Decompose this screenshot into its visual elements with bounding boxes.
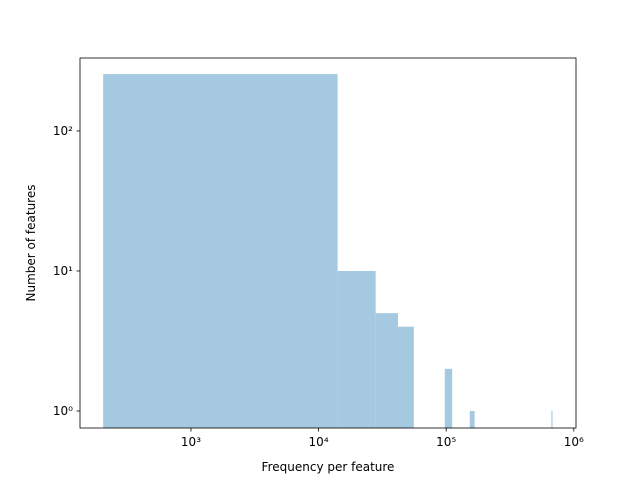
y-tick-label: 10¹	[53, 264, 73, 278]
y-tick-label: 10²	[53, 124, 73, 138]
x-tick-label: 10⁴	[309, 435, 329, 449]
x-tick-label: 10³	[181, 435, 201, 449]
y-axis-label: Number of features	[24, 185, 38, 302]
x-tick-label: 10⁵	[436, 435, 456, 449]
y-tick-label: 10⁰	[53, 404, 73, 418]
bar	[103, 74, 338, 428]
axes-frame	[79, 57, 577, 429]
bar	[397, 326, 414, 428]
bar	[337, 270, 376, 428]
x-tick-label: 10⁶	[564, 435, 584, 449]
bar	[375, 313, 398, 428]
plot-area	[103, 74, 553, 428]
bar	[551, 410, 553, 428]
bar	[469, 410, 475, 428]
x-axis-label: Frequency per feature	[262, 460, 395, 474]
bar	[444, 368, 453, 428]
